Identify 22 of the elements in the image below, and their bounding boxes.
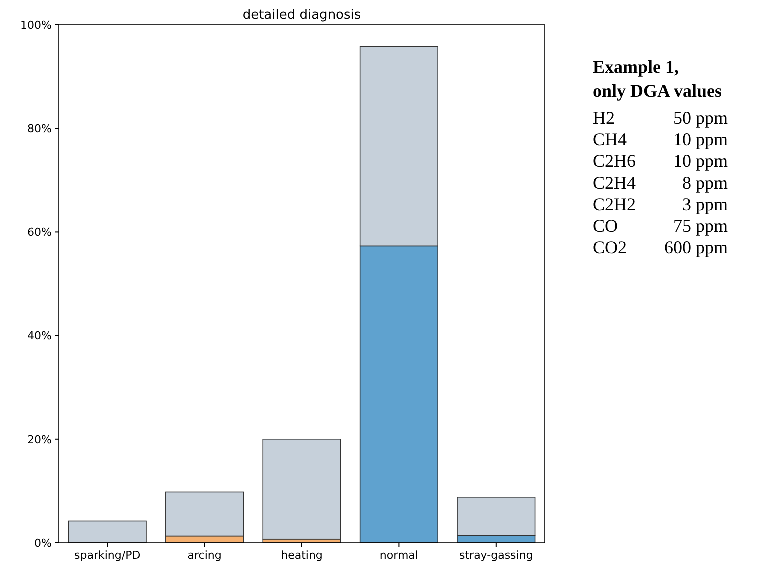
x-tick-label: heating xyxy=(281,549,323,562)
x-tick-label: stray-gassing xyxy=(460,549,534,562)
x-tick-label: normal xyxy=(380,549,418,562)
y-tick-label: 0% xyxy=(34,536,52,550)
text: CO2 600 ppm xyxy=(593,238,728,258)
x-tick-label: sparking/PD xyxy=(74,549,141,562)
y-tick-label: 60% xyxy=(28,226,52,240)
text: C2H2 3 ppm xyxy=(593,194,728,214)
bar xyxy=(262,439,342,540)
text: C2H4 8 ppm xyxy=(593,172,728,193)
x-tick-label: arcing xyxy=(188,549,222,562)
chart-title: detailed diagnosis xyxy=(242,8,362,23)
text: Example 1, only DGA values xyxy=(593,57,722,101)
y-tick-label: 80% xyxy=(28,122,52,136)
text: CH4 10 ppm xyxy=(593,130,728,150)
text: CO 75 ppm xyxy=(593,216,728,236)
text: C2H6 10 ppm xyxy=(593,151,728,172)
y-tick-label: 40% xyxy=(28,330,52,343)
y-tick-label: 20% xyxy=(28,433,52,446)
bar xyxy=(68,520,147,544)
y-tick-label: 100% xyxy=(20,18,52,32)
text: H2 50 ppm xyxy=(593,108,728,128)
